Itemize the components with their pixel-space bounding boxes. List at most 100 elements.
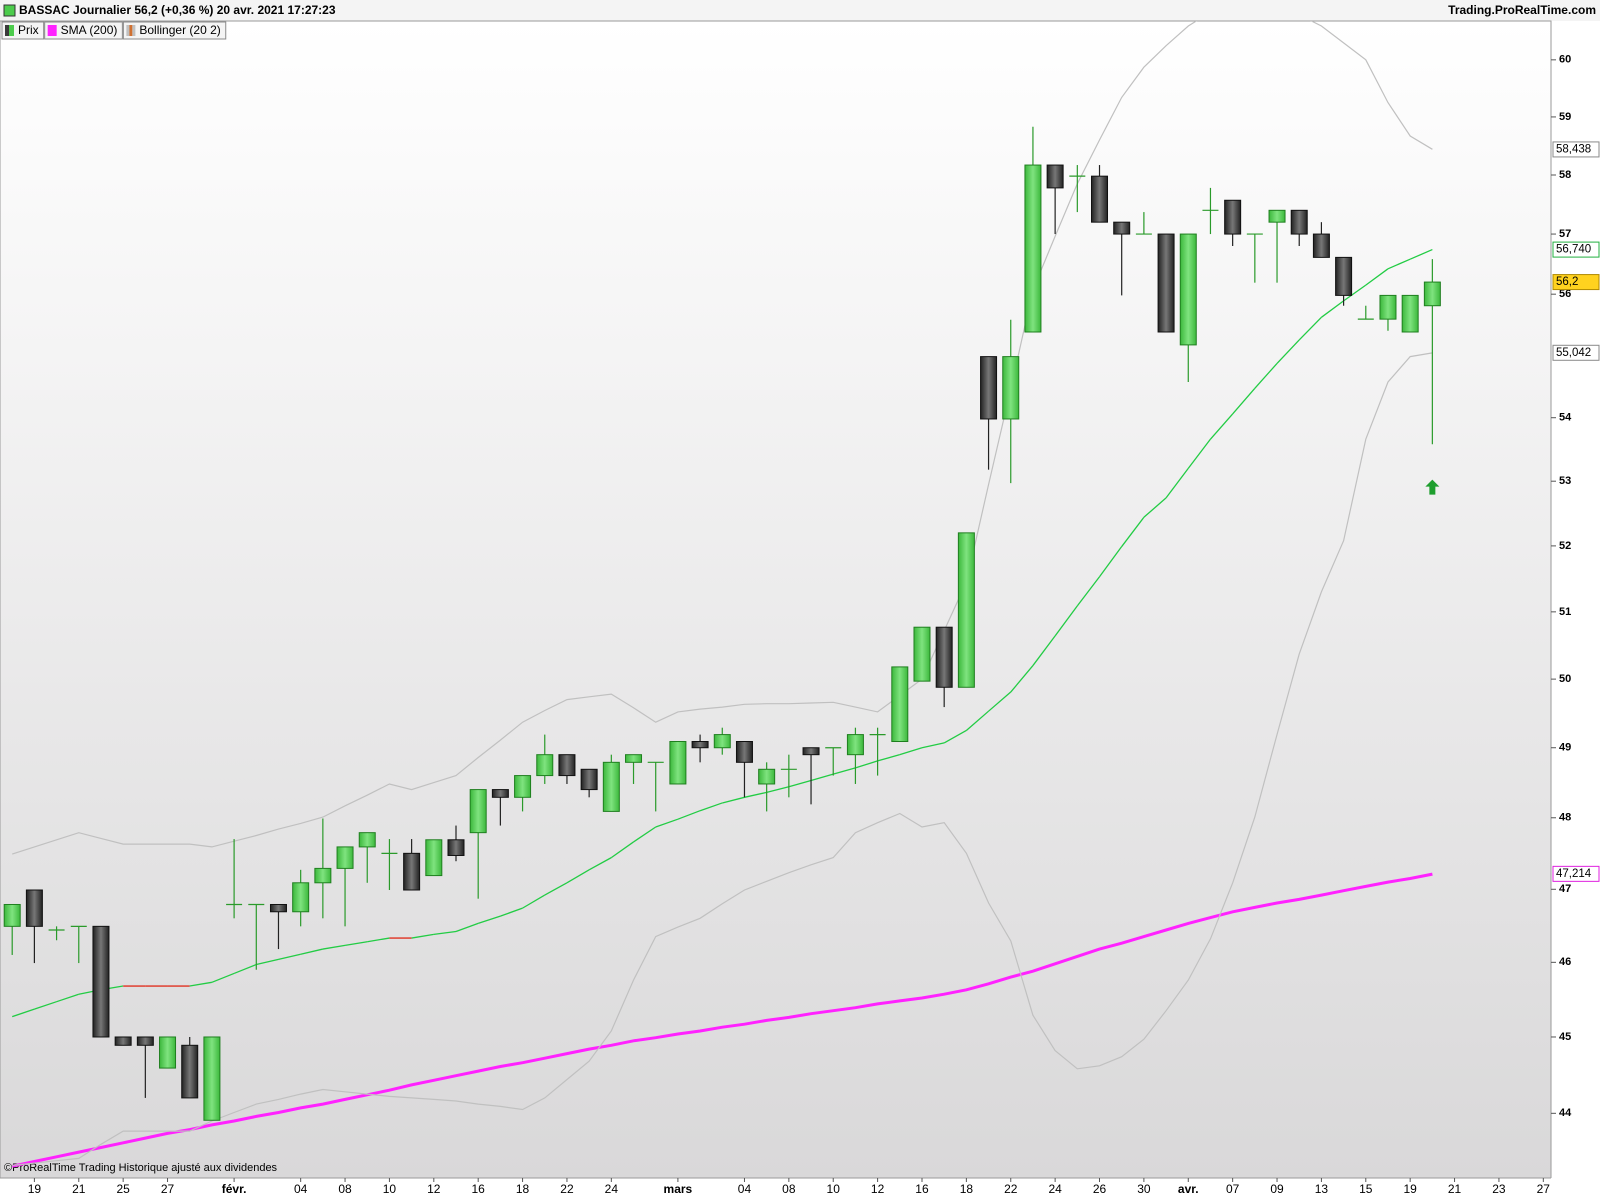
legend-swatch bbox=[5, 25, 9, 36]
sma20-segment bbox=[588, 857, 612, 871]
candle-body bbox=[92, 925, 110, 1038]
x-tick-label: 23 bbox=[1492, 1182, 1506, 1196]
app-icon bbox=[3, 4, 16, 17]
candle-body bbox=[735, 741, 753, 763]
sma20-segment bbox=[278, 953, 301, 961]
y-tick-label: 57 bbox=[1559, 228, 1571, 240]
x-tick-label: 22 bbox=[560, 1182, 574, 1196]
legend-label: Prix bbox=[18, 23, 39, 37]
x-tick-label: avr. bbox=[1178, 1182, 1199, 1196]
sma20-segment bbox=[988, 691, 1012, 712]
x-tick-label: 30 bbox=[1137, 1182, 1151, 1196]
x-tick-label: 22 bbox=[1004, 1182, 1018, 1196]
candle-body bbox=[1401, 294, 1419, 333]
sma20-segment bbox=[788, 779, 812, 788]
candle-body bbox=[1113, 221, 1131, 235]
legend-swatch bbox=[126, 25, 130, 36]
source: Trading.ProRealTime.com bbox=[1448, 3, 1596, 17]
chart-title: BASSAC Journalier 56,2 (+0,36 %) 20 avr.… bbox=[19, 3, 336, 17]
price-label: 47,214 bbox=[1556, 868, 1592, 880]
x-tick-label: 21 bbox=[72, 1182, 86, 1196]
sma20-segment bbox=[433, 930, 457, 936]
candle-body bbox=[491, 789, 509, 798]
x-tick-label: 26 bbox=[1093, 1182, 1107, 1196]
x-tick-label: 27 bbox=[1537, 1182, 1551, 1196]
candle-body bbox=[891, 666, 909, 743]
x-tick-label: 10 bbox=[383, 1182, 397, 1196]
sma20-segment bbox=[943, 729, 967, 744]
bollinger-lower bbox=[12, 352, 1433, 1166]
sma20-segment bbox=[699, 802, 723, 812]
sma20-segment bbox=[1254, 362, 1278, 389]
candle-body bbox=[292, 882, 310, 913]
candle-body bbox=[1268, 209, 1286, 223]
x-tick-label: 19 bbox=[28, 1182, 42, 1196]
legend-swatch bbox=[132, 25, 136, 36]
x-tick-label: 08 bbox=[338, 1182, 352, 1196]
candle-body bbox=[336, 846, 354, 869]
sma200-line bbox=[11, 872, 1433, 1168]
price-label: 56,740 bbox=[1556, 244, 1591, 256]
candle-body bbox=[447, 839, 465, 856]
sma20-segment bbox=[500, 907, 523, 917]
sma20-segment bbox=[677, 810, 701, 820]
sma20-segment bbox=[56, 993, 79, 1003]
sma20-segment bbox=[1321, 300, 1344, 318]
sma20-segment bbox=[256, 958, 279, 966]
x-tick-label: 25 bbox=[116, 1182, 130, 1196]
sma20-segment bbox=[1298, 316, 1322, 341]
y-tick-label: 53 bbox=[1559, 475, 1571, 487]
sma20-segment bbox=[1276, 339, 1300, 364]
y-tick-label: 45 bbox=[1559, 1031, 1571, 1043]
candle-body bbox=[602, 761, 620, 812]
candle-body bbox=[1379, 294, 1397, 320]
sma20-segment bbox=[655, 818, 679, 828]
candle-body bbox=[758, 768, 776, 785]
y-tick-label: 46 bbox=[1559, 956, 1571, 968]
candle-body bbox=[913, 626, 931, 682]
sma20-segment bbox=[411, 933, 434, 939]
y-tick-label: 54 bbox=[1559, 412, 1572, 424]
candle-body bbox=[1423, 281, 1441, 307]
candle-body bbox=[1335, 256, 1353, 296]
x-tick-label: 12 bbox=[871, 1182, 885, 1196]
legend-item: Bollinger (20 2) bbox=[122, 21, 227, 40]
candle-body bbox=[403, 852, 421, 891]
legend-box bbox=[44, 21, 123, 40]
legend-item: SMA (200) bbox=[44, 21, 123, 40]
sma20-segment bbox=[965, 710, 989, 731]
candle-body bbox=[25, 889, 43, 927]
sma20-segment bbox=[1387, 258, 1411, 270]
x-tick-label: 16 bbox=[472, 1182, 486, 1196]
candle-body bbox=[1157, 233, 1175, 333]
sma20-segment bbox=[322, 944, 346, 950]
x-tick-label: 16 bbox=[915, 1182, 929, 1196]
candle-body bbox=[980, 356, 998, 420]
x-tick-label: mars bbox=[664, 1182, 693, 1196]
signal-arrow bbox=[1425, 479, 1440, 495]
footer: ©ProRealTime Trading Historique ajusté a… bbox=[4, 1162, 278, 1174]
sma20-segment bbox=[1098, 546, 1123, 578]
candle-body bbox=[1179, 233, 1197, 346]
legend-swatch bbox=[47, 25, 57, 36]
candle-body bbox=[1002, 356, 1020, 420]
x-tick-label: 04 bbox=[738, 1182, 752, 1196]
candle-body bbox=[669, 741, 687, 785]
x-tick-label: 12 bbox=[427, 1182, 441, 1196]
x-tick-label: 24 bbox=[605, 1182, 619, 1196]
sma20-segment bbox=[566, 869, 590, 884]
sma20-segment bbox=[722, 796, 745, 804]
sma20-segment bbox=[11, 1008, 35, 1018]
legend-box bbox=[122, 21, 227, 40]
bollinger-upper bbox=[12, 21, 1433, 855]
y-tick-label: 50 bbox=[1559, 673, 1571, 685]
sma20-segment bbox=[921, 742, 945, 749]
sma20-segment bbox=[855, 760, 878, 769]
candle-body bbox=[580, 768, 598, 791]
sma20-segment bbox=[477, 915, 501, 925]
sma20-segment bbox=[899, 747, 923, 756]
sma20-segment bbox=[1076, 576, 1101, 607]
y-tick-label: 56 bbox=[1559, 288, 1571, 300]
y-tick-label: 52 bbox=[1559, 540, 1571, 552]
x-tick-label: 24 bbox=[1048, 1182, 1062, 1196]
